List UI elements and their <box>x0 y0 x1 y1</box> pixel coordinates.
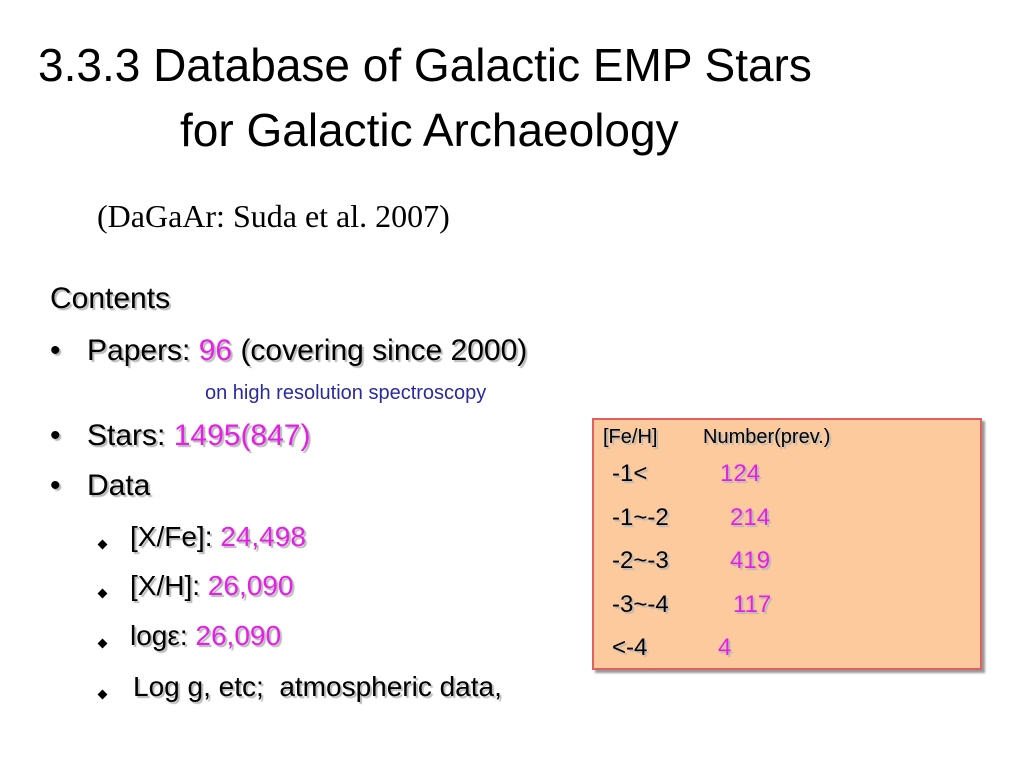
label: [X/H]: <box>130 570 208 601</box>
label: Stars: <box>87 419 174 452</box>
bullet: • <box>50 419 61 452</box>
data-item: Log g, etc; atmospheric data, <box>133 671 502 702</box>
value: 26,090 <box>207 570 294 601</box>
table-number: 4 <box>718 634 732 661</box>
label: logε: <box>130 620 196 651</box>
diamond <box>97 539 108 550</box>
note: on high resolution spectroscopy <box>205 382 487 404</box>
heading: Contents <box>50 282 171 315</box>
data-item: [X/Fe]: 24,498 <box>130 523 306 551</box>
bullet-text: Data <box>87 469 151 502</box>
value: 26,090 <box>195 620 282 651</box>
table-header: [Fe/H] <box>603 426 658 448</box>
suffix: (covering since 2000) <box>232 334 528 367</box>
title: 3.3.3 Database of Galactic EMP Stars <box>38 39 812 91</box>
table-number: 214 <box>730 503 771 531</box>
diamond <box>97 638 108 649</box>
table-range: <-4 <box>612 634 648 661</box>
table-range: -3~-4 <box>612 590 669 618</box>
subtitle: (DaGaAr: Suda et al. 2007) <box>97 198 450 234</box>
bullet: • <box>50 334 61 367</box>
table-range: -2~-3 <box>612 547 669 574</box>
value: 24,498 <box>220 521 306 552</box>
label: Papers: <box>87 334 199 367</box>
table-range: -1~-2 <box>612 503 669 531</box>
value: 96 <box>198 334 233 367</box>
table-number: 124 <box>720 460 761 487</box>
table-range: -1< <box>612 460 648 487</box>
bullet: • <box>50 469 61 502</box>
bullet-text: Stars: 1495(847) <box>87 421 310 451</box>
table-box <box>592 418 982 670</box>
diamond <box>97 689 108 700</box>
table-number: 419 <box>730 547 771 574</box>
title: for Galactic Archaeology <box>180 104 679 156</box>
data-item: logε: 26,090 <box>130 622 281 650</box>
table-number: 117 <box>733 590 772 618</box>
bullet-text: Papers: 96 (covering since 2000) <box>87 336 527 366</box>
data-item: [X/H]: 26,090 <box>130 572 293 600</box>
table-header: Number(prev.) <box>703 426 831 448</box>
diamond <box>97 588 108 599</box>
label: [X/Fe]: <box>130 521 221 552</box>
value: 1495(847) <box>173 419 311 452</box>
